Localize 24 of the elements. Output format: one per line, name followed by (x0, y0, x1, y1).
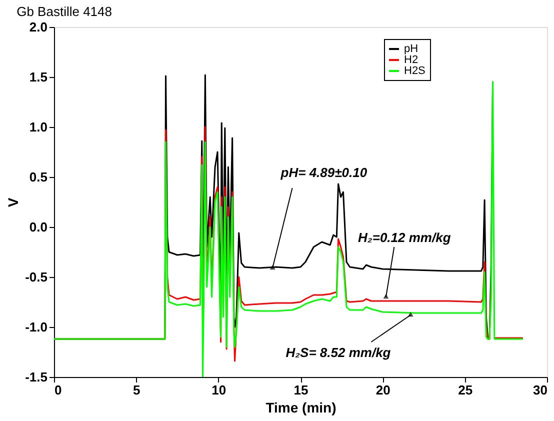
annotation: H₂S= 8.52 mm/kg (286, 345, 391, 360)
y-tick-label: 0.0 (29, 220, 48, 234)
x-axis-title: Time (min) (266, 400, 336, 416)
y-tick-label: -1.5 (25, 370, 48, 384)
x-tick-label: 20 (376, 382, 390, 398)
y-tick-label: 1.0 (29, 120, 48, 134)
annotation: H₂=0.12 mm/kg (358, 230, 451, 245)
x-tick-label: 25 (458, 382, 473, 398)
legend-label: H2 (404, 54, 418, 66)
x-tick-label: 10 (212, 382, 226, 398)
x-tick-label: 30 (533, 382, 548, 398)
x-tick-label: 0 (54, 382, 62, 398)
chart-title: Gb Bastille 4148 (16, 4, 112, 19)
x-tick-label: 5 (133, 382, 140, 398)
annotation: pH= 4.89±0.10 (280, 165, 368, 180)
legend-label: pH (404, 43, 418, 55)
y-tick-label: -1.0 (25, 320, 48, 334)
y-tick-label: 0.5 (29, 170, 48, 184)
legend-label: H2S (404, 65, 426, 77)
x-tick-label: 15 (294, 382, 308, 398)
y-tick-label: 1.5 (29, 70, 48, 84)
y-axis-title: V (5, 197, 22, 208)
y-tick-label: -0.5 (25, 270, 48, 284)
y-tick-label: 2.0 (29, 20, 48, 34)
